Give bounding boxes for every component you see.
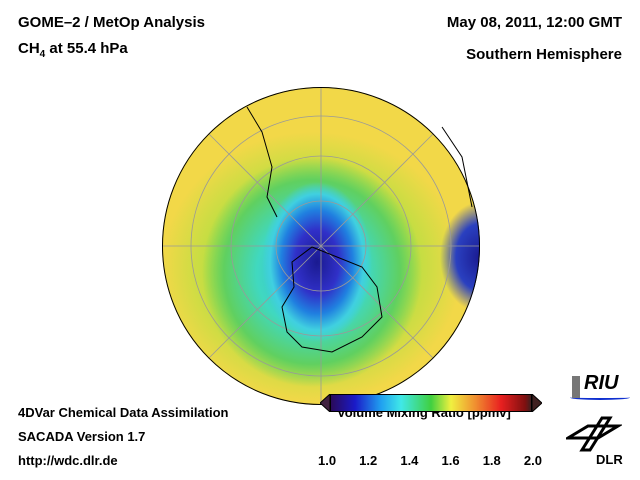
tick: 1.8 — [482, 453, 501, 468]
tick: 1.0 — [318, 453, 337, 468]
dlr-logo-icon — [566, 416, 622, 452]
dlr-logo-text: DLR — [596, 452, 623, 467]
pressure-level: at 55.4 hPa — [45, 40, 128, 57]
footer-line1: 4DVar Chemical Data Assimilation — [18, 405, 229, 420]
tick: 1.4 — [400, 453, 419, 468]
region: Southern Hemisphere — [466, 46, 622, 63]
title: GOME–2 / MetOp Analysis — [18, 14, 205, 31]
riu-wave-icon — [570, 395, 630, 400]
antarctica-coastline — [246, 106, 473, 353]
species: CH — [18, 40, 40, 57]
riu-logo-text: RIU — [584, 372, 619, 394]
tick: 1.6 — [441, 453, 460, 468]
riu-logo: RIU — [570, 372, 630, 400]
colorbar-ticks: 1.0 1.2 1.4 1.6 1.8 2.0 — [318, 453, 542, 468]
datetime: May 08, 2011, 12:00 GMT — [446, 14, 622, 31]
footer-link[interactable]: http://wdc.dlr.de — [18, 453, 118, 468]
species-subscript: 4 — [39, 49, 46, 60]
tick: 2.0 — [523, 453, 542, 468]
footer-line2: SACADA Version 1.7 — [18, 429, 146, 444]
colorbar-arrows — [320, 394, 542, 412]
tick: 1.2 — [359, 453, 378, 468]
riu-tower-icon — [572, 376, 580, 398]
graticule — [162, 87, 480, 405]
colorbar — [330, 394, 532, 412]
species-label: CH4 at 55.4 hPa — [18, 40, 128, 60]
